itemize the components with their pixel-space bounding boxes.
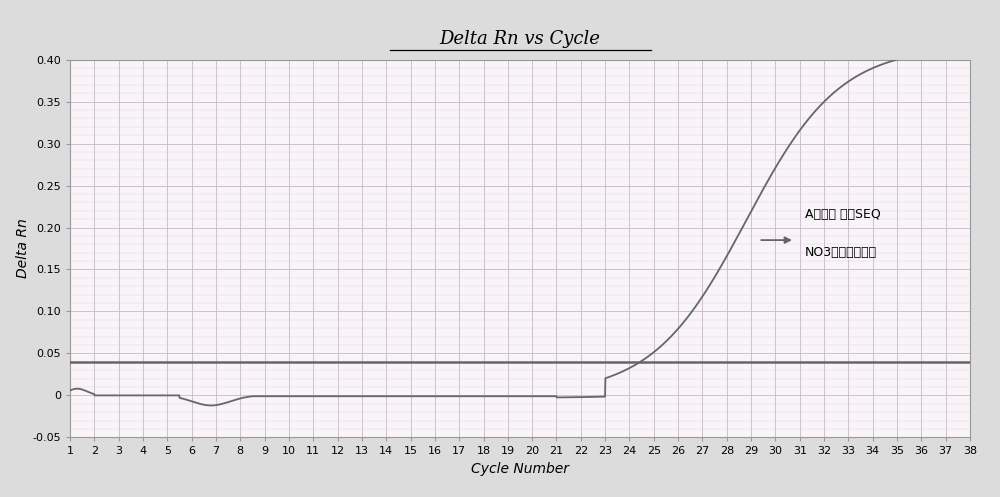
X-axis label: Cycle Number: Cycle Number [471, 462, 569, 476]
Text: NO3产生扩增曲线: NO3产生扩增曲线 [805, 246, 877, 259]
Text: A样本： 探针SEQ: A样本： 探针SEQ [805, 208, 880, 222]
Y-axis label: Delta Rn: Delta Rn [16, 219, 30, 278]
Text: Delta Rn vs Cycle: Delta Rn vs Cycle [440, 30, 600, 48]
